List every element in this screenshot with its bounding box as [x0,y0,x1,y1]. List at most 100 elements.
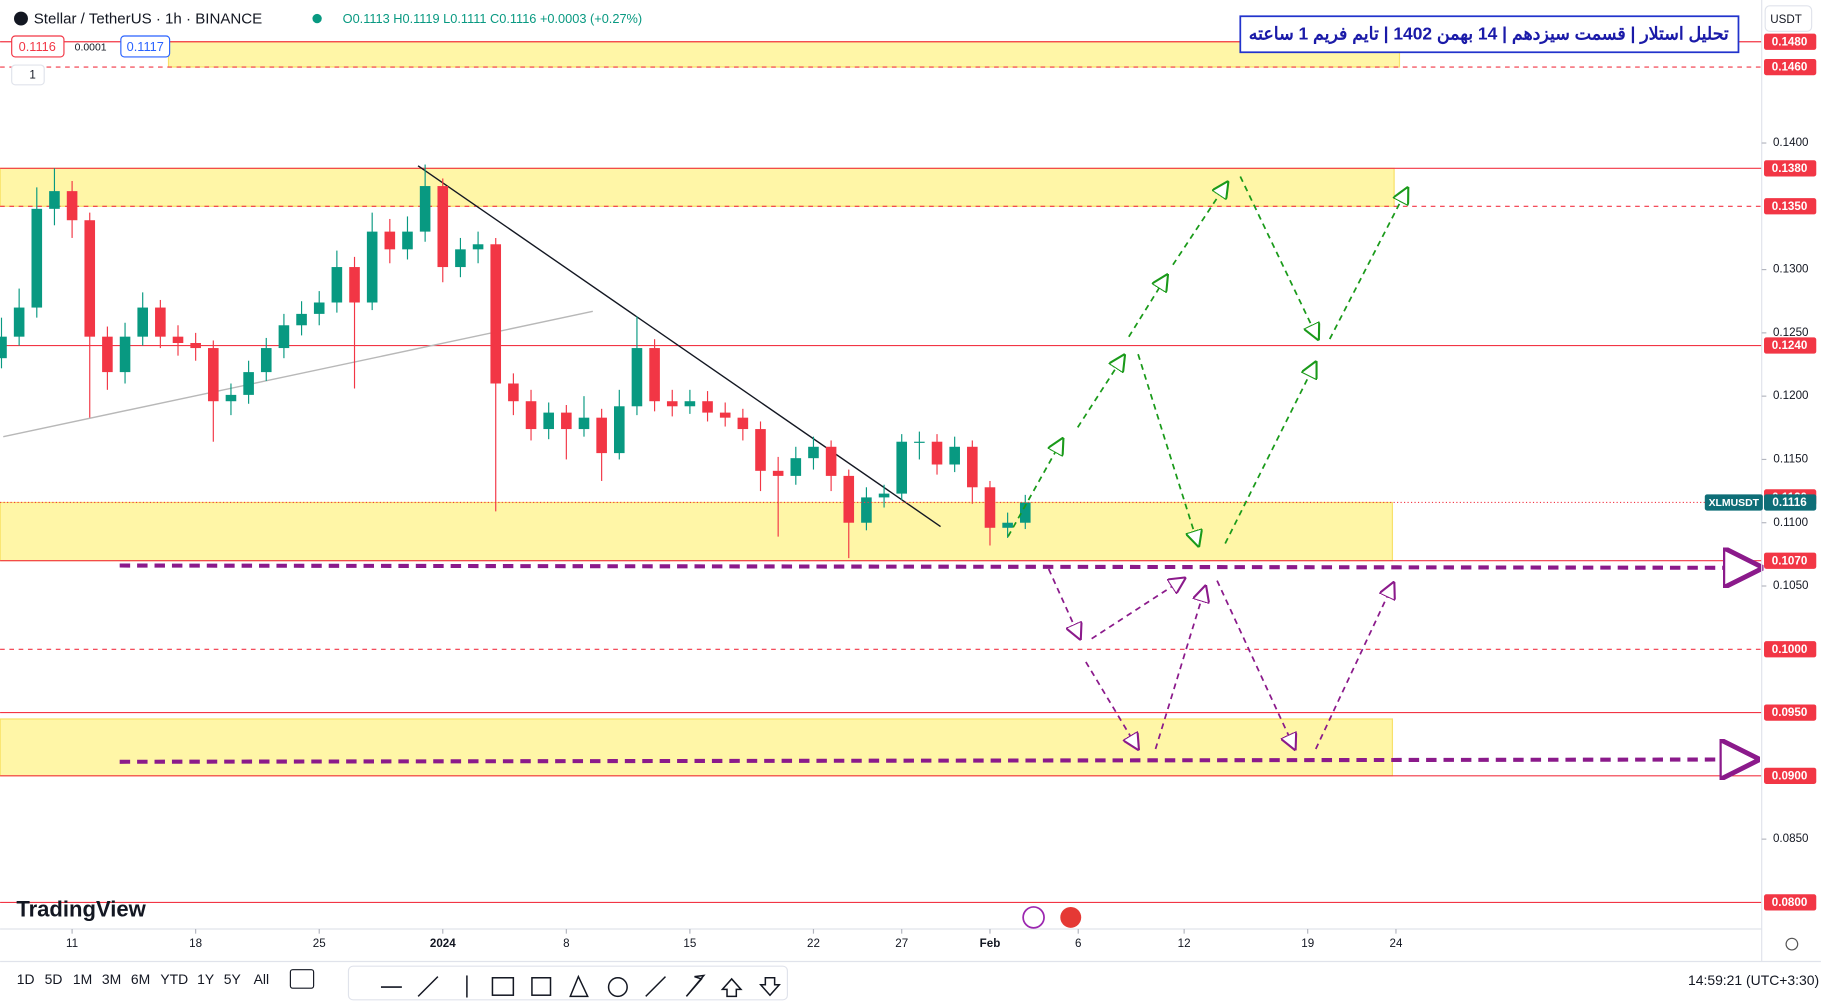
level-tag [1764,33,1817,50]
arrow [1076,355,1124,428]
buy-box[interactable] [120,35,171,58]
tool-icon[interactable] [685,974,706,997]
candle-body [755,429,766,471]
tool-icon[interactable] [491,977,515,996]
level-label: 0.1070 [1772,554,1808,567]
candle-body [172,336,184,343]
tool-icon[interactable] [531,977,552,996]
x-tick-label: 25 [313,937,326,950]
range-button[interactable]: 1D [17,971,35,987]
x-tick-label: 22 [807,937,820,950]
sell-box[interactable] [11,35,65,58]
level-label: 0.0800 [1772,896,1808,909]
candle-body [13,307,25,337]
candle-body [984,487,996,528]
candle-body [1002,522,1013,528]
annotation-title: تحلیل استلار | قسمت سیزدهم | 14 بهمن 140… [1249,23,1729,44]
tool-icon[interactable] [569,974,589,998]
candle-body [702,401,713,413]
settings-icon[interactable] [1785,937,1799,951]
range-button[interactable]: 1Y [197,971,214,987]
symbol-tag [1704,494,1763,511]
level-tag [1764,337,1817,354]
candle-body [878,493,890,498]
y-tick-label: 0.1200 [1773,389,1809,402]
x-tick-label: 19 [1301,937,1314,950]
arrow [1239,176,1318,340]
candle-body [666,401,678,407]
level-tag [1764,552,1817,569]
spread: 0.0001 [75,42,107,53]
y-tick-label: 0.1400 [1773,136,1809,149]
level-tag [1764,160,1817,177]
x-tick-label: 8 [563,937,569,950]
candle-body [525,401,537,430]
arrow [1137,353,1198,546]
candle-body [896,441,908,494]
range-button[interactable]: All [254,971,269,987]
status-dot [312,13,322,24]
zone [167,41,1401,68]
arrow [1154,586,1206,750]
level-label: 0.1460 [1772,61,1808,74]
tool-icon[interactable] [607,977,628,998]
candle-body [331,267,343,303]
tool-icon[interactable] [720,977,743,998]
indicator-toggle[interactable] [11,64,45,86]
range-button[interactable]: 1M [73,971,92,987]
arrow [1328,188,1408,340]
candle-body [296,313,307,326]
arrow [1047,568,1080,639]
range-button[interactable]: 3M [102,971,121,987]
currency-button[interactable] [1764,5,1813,32]
range-button[interactable]: 5D [45,971,63,987]
candle-body [967,446,978,488]
symbol-title[interactable]: Stellar / TetherUS · 1h · BINANCE [34,11,262,28]
x-tick-label: 12 [1178,937,1191,950]
level-label: 0.1480 [1772,35,1808,48]
tool-icon[interactable] [759,977,781,997]
logo: TradingView [16,896,146,921]
candle-body [437,186,449,268]
candle-body [455,249,466,268]
ohlc-readout: O0.1113 H0.1119 L0.1111 C0.1116 +0.0003 … [343,11,643,26]
level-label: 0.0950 [1772,706,1808,719]
x-tick-label: 27 [895,937,908,950]
last-price-tag [1764,494,1817,511]
arrow [119,759,1756,761]
candle-body [102,336,113,373]
flag-icon[interactable] [1060,906,1082,928]
candle-body [790,458,802,476]
candle-body [349,267,360,303]
candle-body [119,336,131,373]
date-range-icon[interactable] [289,969,315,989]
candle-body [596,417,607,454]
ask: 0.1117 [127,39,164,54]
level-label: 0.1380 [1772,162,1808,175]
y-tick-label: 0.0850 [1773,832,1809,845]
lightning-icon[interactable] [1022,906,1045,929]
level-tag [1764,641,1817,658]
level-label: 0.1000 [1772,643,1808,656]
candle-body [843,475,855,523]
range-button[interactable]: 5Y [224,971,241,987]
x-tick-label: 15 [683,937,696,950]
tool-icon[interactable] [645,976,667,997]
range-button[interactable]: YTD [160,971,188,987]
candle-body [243,372,254,395]
candle-body [0,336,7,359]
candle-body [366,231,378,303]
candle-body [225,394,237,402]
tool-icon[interactable] [417,976,439,997]
level-tag [1764,58,1817,76]
currency: USDT [1770,13,1802,26]
range-button[interactable]: 6M [131,971,150,987]
y-tick-label: 0.1300 [1773,263,1809,276]
candle-body [155,307,166,337]
arrow [1007,439,1063,537]
candle-body [631,348,643,407]
zone [0,501,1394,562]
